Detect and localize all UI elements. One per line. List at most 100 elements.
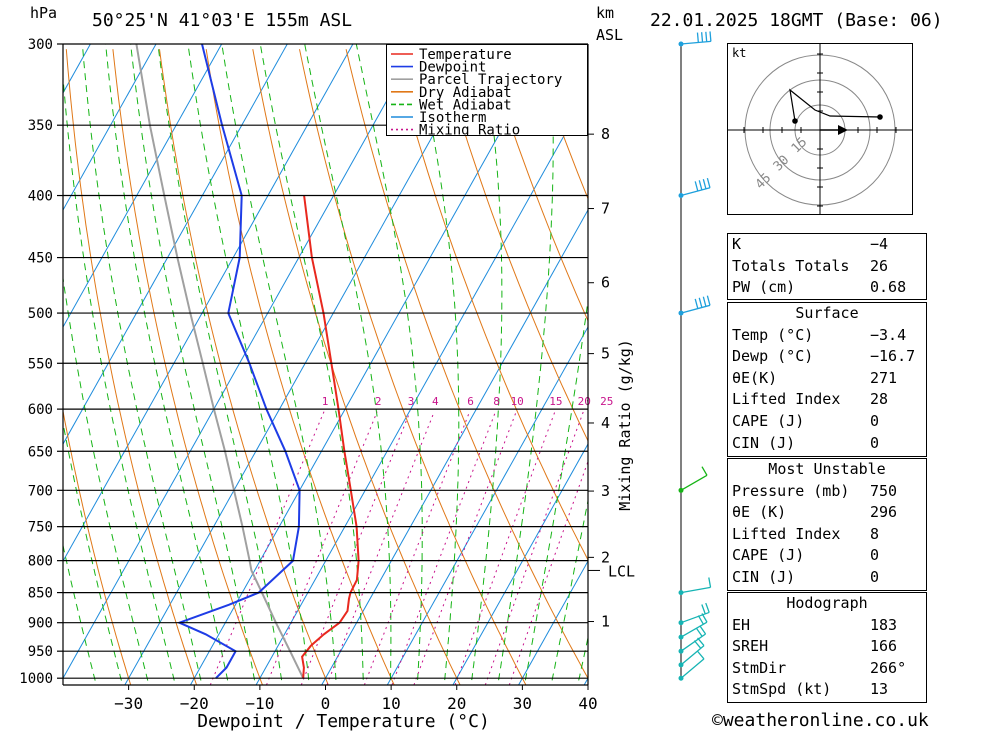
isotherm-line [63, 44, 157, 211]
mixing-ratio-label: 3 [408, 395, 415, 408]
wind-barb-shaft [680, 658, 705, 679]
wind-barb-feather [698, 180, 703, 191]
mixing-ratio-line [454, 411, 556, 685]
mixing-ratio-line [508, 459, 588, 685]
dry-adiabat-line [65, 49, 198, 685]
parcel-trajectory-line [135, 44, 305, 679]
temp-tick-label: 0 [321, 694, 331, 713]
km-tick-label: 5 [601, 345, 610, 363]
wind-barb-feather [709, 31, 712, 42]
isotherm-line [518, 560, 588, 685]
km-tick-label: 4 [601, 414, 610, 432]
pressure-unit-label: hPa [30, 4, 58, 22]
wind-barb-shaft [680, 474, 708, 491]
hodo-row-stmdir: StmDir 266° [732, 658, 907, 677]
wind-barb-feather [699, 625, 707, 635]
pressure-tick-label: 500 [28, 306, 53, 322]
wet-adiabat-line [415, 44, 460, 685]
wind-barb-feather [706, 295, 711, 306]
dry-adiabat-line [485, 49, 588, 322]
wet-adiabat-line [63, 274, 150, 685]
wind-barb-feather [697, 615, 704, 625]
legend-entry-label: Wet Adiabat [419, 97, 512, 113]
wet-adiabat-line [259, 44, 364, 685]
legend-entry-label: Parcel Trajectory [419, 72, 562, 88]
pressure-tick-label: 350 [28, 118, 53, 134]
mixing-ratio-label: 15 [549, 395, 562, 408]
dry-adiabat-line [112, 49, 263, 685]
km-tick-label: 1 [601, 613, 610, 631]
temp-tick-label: 20 [447, 694, 466, 713]
legend: Temperature Dewpoint Parcel Trajectory Dry … [386, 44, 588, 136]
mu-row-cin: CIN (J) 0 [732, 567, 880, 586]
temp-tick-label: −20 [180, 694, 209, 713]
wet-adiabat-line [187, 44, 310, 685]
mixing-ratio-label: 10 [511, 395, 524, 408]
x-axis-title: Dewpoint / Temperature (°C) [197, 711, 490, 732]
mu-row-pressure: Pressure (mb) 750 [732, 481, 898, 500]
indices-row-totals: Totals Totals 26 [732, 256, 889, 275]
surface-row-temp: Temp (°C) −3.4 [732, 325, 907, 344]
mu-row-thetae: θE (K) 296 [732, 503, 898, 522]
pressure-tick-label: 650 [28, 444, 53, 460]
copyright-symbol: © [712, 710, 723, 731]
wind-barb-feather [700, 32, 704, 43]
pressure-tick-label: 1000 [19, 671, 53, 687]
wind-barb-shaft [680, 611, 710, 624]
most-unstable-title: Most Unstable [768, 460, 886, 478]
mixing-ratio-line [209, 411, 325, 685]
pressure-tick-label: 850 [28, 586, 53, 602]
wind-barb-feather [705, 602, 710, 613]
mixing-ratio-label: 2 [375, 395, 382, 408]
mixing-ratio-line [391, 411, 496, 685]
wet-adiabat-line [470, 44, 503, 685]
mixing-ratio-line [363, 411, 471, 685]
mixing-ratio-label: 25 [600, 395, 613, 408]
isotherm-line [189, 44, 551, 685]
wind-barb-shaft [680, 586, 711, 594]
wind-barb-feather [694, 181, 699, 192]
pressure-tick-label: 950 [28, 644, 53, 660]
hodo-row-sreh: SREH 166 [732, 637, 898, 656]
temp-tick-label: −10 [245, 694, 274, 713]
wind-barb-feather [693, 640, 702, 649]
wind-barb-feather [702, 179, 707, 190]
wet-adiabat-line [577, 635, 588, 685]
wind-barb-shaft [680, 621, 708, 638]
hodograph-stats-table: Hodograph EH 183 SREH 166 StmDir 266° StmSp… [727, 592, 927, 703]
isotherm-line [321, 208, 588, 685]
mixing-ratio-label: 8 [493, 395, 500, 408]
isotherm-line [63, 44, 354, 563]
mu-row-cape: CAPE (J) 0 [732, 546, 880, 565]
wind-barb-feather [702, 296, 707, 307]
pressure-tick-label: 300 [28, 37, 53, 53]
isotherm-line [63, 44, 288, 446]
wind-barb-shaft [680, 187, 711, 197]
wind-barb-shaft [680, 40, 711, 45]
pressure-tick-label: 700 [28, 483, 53, 499]
mu-row-li: Lifted Index 8 [732, 524, 880, 543]
legend-entry-label: Dry Adiabat [419, 85, 512, 101]
storm-motion-arrow [838, 125, 848, 135]
surface-row-dewp: Dewp (°C) −16.7 [732, 347, 916, 366]
dry-adiabat-line [252, 49, 461, 685]
surface-row-thetae: θE(K) 271 [732, 368, 898, 387]
hodograph-stats-title: Hodograph [786, 594, 868, 612]
temperature-line [301, 195, 360, 679]
pressure-tick-label: 450 [28, 251, 53, 267]
wind-barb-shaft [680, 645, 705, 666]
wet-adiabat-line [63, 542, 97, 685]
dry-adiabat-line [159, 49, 329, 685]
km-tick-label: 8 [601, 125, 610, 143]
indices-row-pw: PW (cm) 0.68 [732, 278, 907, 297]
legend-entry-label: Mixing Ratio [419, 123, 520, 135]
pressure-tick-label: 400 [28, 189, 53, 205]
hodo-row-eh: EH 183 [732, 615, 898, 634]
wet-adiabat-line [304, 44, 392, 685]
location-title: 50°25'N 41°03'E 155m ASL [92, 10, 353, 31]
lcl-label: LCL [608, 562, 635, 580]
wind-barb-feather [701, 604, 706, 615]
footer-credit[interactable]: ©weatheronline.co.uk [712, 710, 929, 731]
